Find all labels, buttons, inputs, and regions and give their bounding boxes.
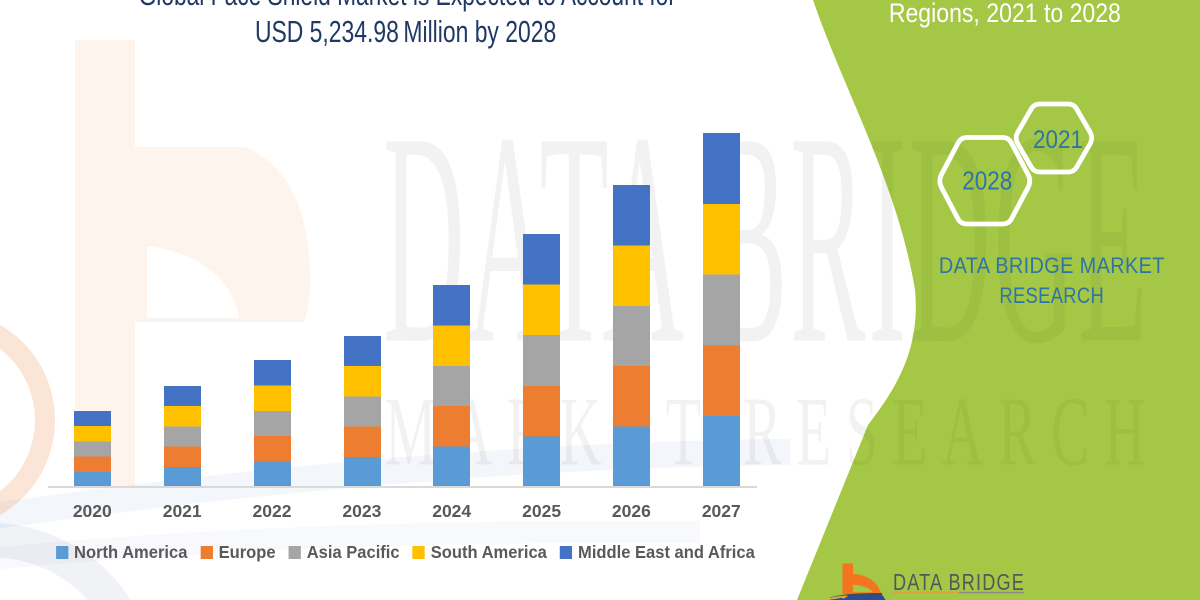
svg-text:2021: 2021	[1033, 126, 1083, 154]
svg-text:MARKET RESEARCH: MARKET RESEARCH	[894, 598, 1037, 600]
svg-text:2028: 2028	[962, 166, 1012, 196]
svg-text:DATA BRIDGE: DATA BRIDGE	[893, 570, 1025, 596]
